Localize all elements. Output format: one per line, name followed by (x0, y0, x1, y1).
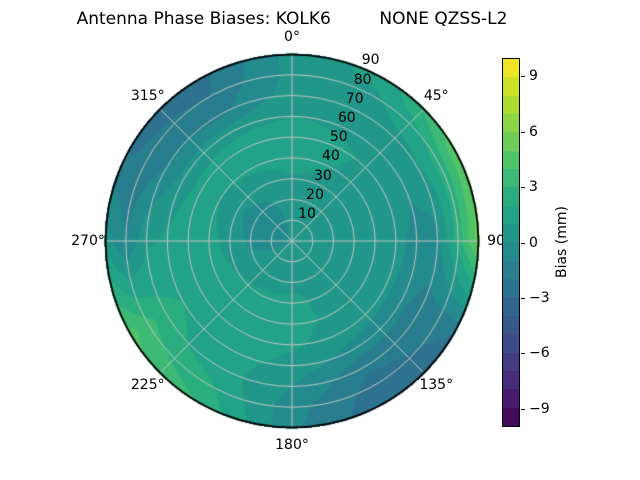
colorbar-band (503, 279, 519, 298)
theta-label-225: 225° (130, 376, 165, 393)
chart-title: Antenna Phase Biases: KOLK6 NONE QZSS-L2 (76, 9, 508, 29)
colorbar-band (503, 169, 519, 188)
r-label-10: 10 (298, 205, 316, 222)
colorbar-band (503, 114, 519, 133)
colorbar-band (503, 224, 519, 243)
colorbar-tick-label--3: −3 (529, 289, 550, 306)
colorbar-band (503, 205, 519, 225)
theta-label-45: 45° (423, 88, 449, 105)
colorbar (502, 58, 520, 427)
colorbar-band (503, 389, 519, 408)
r-label-40: 40 (321, 148, 340, 165)
colorbar-band (503, 59, 519, 78)
colorbar-tickmark (521, 76, 525, 78)
colorbar-band (503, 242, 519, 261)
colorbar-tickmark (521, 297, 525, 299)
colorbar-tickmark (521, 353, 525, 355)
colorbar-band (503, 150, 519, 170)
colorbar-tick-label--6: −6 (529, 345, 550, 362)
theta-label-90: 90 (487, 232, 505, 249)
colorbar-tickmark (521, 131, 525, 133)
colorbar-band (503, 407, 519, 426)
colorbar-tick-label-0: 0 (529, 234, 538, 251)
r-label-30: 30 (313, 167, 332, 184)
r-label-60: 60 (337, 109, 356, 126)
theta-label-180: 180° (275, 436, 309, 453)
colorbar-band (503, 315, 519, 335)
colorbar-tick-label-6: 6 (529, 123, 538, 140)
colorbar-tick-label-3: 3 (529, 179, 538, 196)
r-label-90: 90 (361, 52, 380, 69)
theta-label-315: 315° (130, 88, 165, 105)
colorbar-band (503, 260, 519, 280)
r-label-80: 80 (353, 71, 372, 88)
colorbar-tickmark (521, 408, 525, 410)
theta-label-135: 135° (419, 376, 454, 393)
polar-heatmap-canvas (103, 51, 481, 430)
colorbar-band (503, 370, 519, 390)
r-label-50: 50 (329, 129, 348, 146)
colorbar-band (503, 95, 519, 115)
colorbar-band (503, 187, 519, 206)
colorbar-band (503, 352, 519, 371)
colorbar-band (503, 297, 519, 316)
colorbar-tick-label-9: 9 (529, 68, 538, 85)
colorbar-band (503, 77, 519, 96)
colorbar-tickmark (521, 187, 525, 189)
colorbar-tickmark (521, 242, 525, 244)
r-label-70: 70 (345, 90, 364, 107)
colorbar-band (503, 132, 519, 151)
r-label-20: 20 (306, 186, 324, 203)
theta-label-270: 270° (71, 232, 105, 249)
theta-label-0: 0° (284, 28, 300, 45)
colorbar-axis-label: Bias (mm) (554, 205, 570, 279)
colorbar-band (503, 334, 519, 353)
colorbar-tick-label--9: −9 (529, 400, 550, 417)
